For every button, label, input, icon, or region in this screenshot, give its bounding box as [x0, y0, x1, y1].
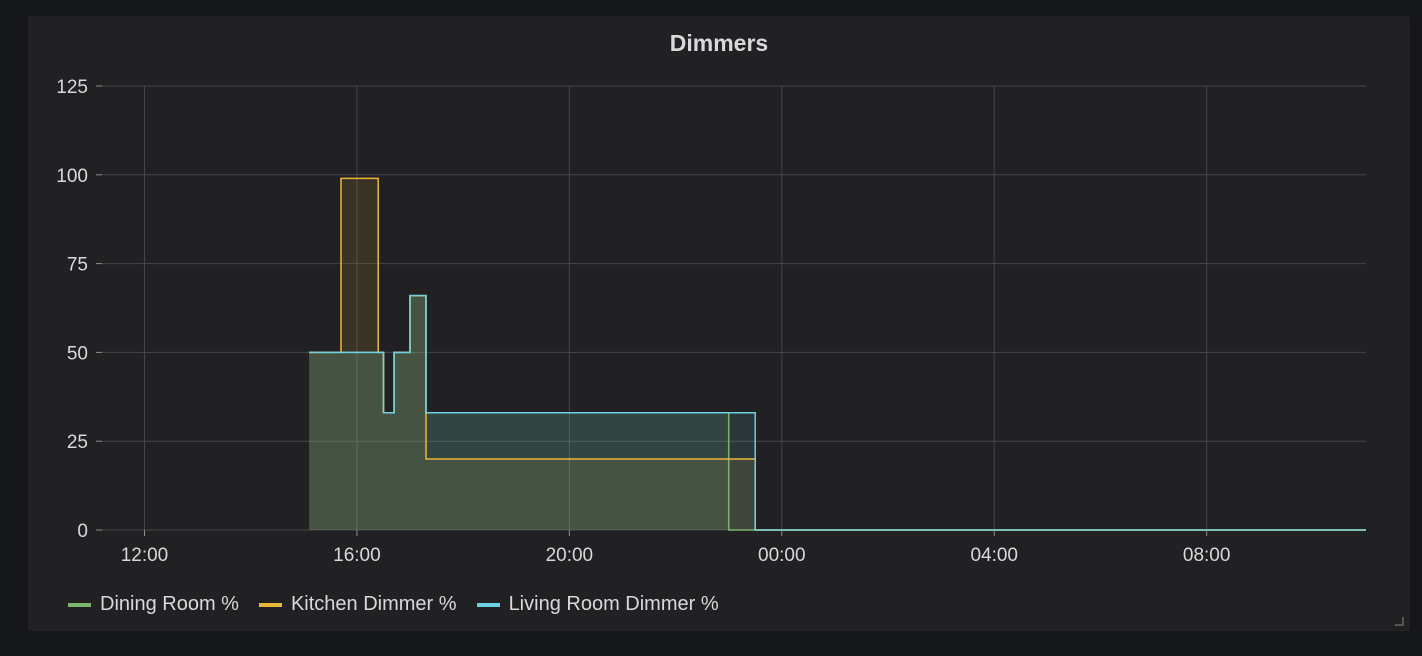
legend-label: Dining Room %: [100, 593, 239, 615]
series-area: [309, 295, 1367, 530]
legend-swatch: [258, 602, 282, 607]
resize-handle[interactable]: [1395, 617, 1404, 626]
series-line[interactable]: [309, 294, 1366, 531]
y-tick-label: 25: [67, 432, 88, 453]
series-area: [309, 178, 1367, 530]
y-tick-label: 50: [67, 343, 88, 364]
y-tick-label: 75: [67, 255, 88, 276]
panel-title[interactable]: Dimmers: [669, 30, 769, 56]
graph-panel: Dimmers 0 25 50 75 100 125 12:00 16:00 20:00 00:…: [28, 16, 1410, 631]
chart-areas: [309, 178, 1367, 530]
y-axis: 0 25 50 75 100 125: [56, 77, 102, 542]
legend-swatch: [476, 602, 500, 607]
chart-lines: [309, 177, 1366, 531]
legend-item[interactable]: Kitchen Dimmer %: [258, 593, 457, 616]
x-tick-label: 04:00: [970, 545, 1018, 566]
legend-swatch: [68, 602, 91, 607]
legend-item[interactable]: Dining Room %: [68, 593, 239, 616]
dimmers-chart: 0 25 50 75 100 125 12:00 16:00 20:00 00:00 04:00 0…: [56, 77, 1367, 566]
legend-item[interactable]: Living Room Dimmer %: [476, 593, 719, 616]
legend-label: Kitchen Dimmer %: [290, 593, 457, 615]
x-tick-label: 08:00: [1183, 545, 1231, 566]
y-tick-label: 0: [77, 521, 88, 542]
x-axis: 12:00 16:00 20:00 00:00 04:00 08:00: [121, 530, 1231, 566]
y-tick-label: 125: [56, 77, 88, 98]
y-tick-label: 100: [56, 166, 88, 187]
x-tick-label: 16:00: [333, 545, 381, 566]
legend-label: Living Room Dimmer %: [508, 593, 719, 615]
x-tick-label: 12:00: [121, 545, 169, 566]
x-tick-label: 20:00: [546, 545, 594, 566]
series-area: [309, 295, 1367, 530]
chart-legend: Dining Room % Kitchen Dimmer % Living Room…: [68, 593, 739, 616]
x-tick-label: 00:00: [758, 545, 806, 566]
